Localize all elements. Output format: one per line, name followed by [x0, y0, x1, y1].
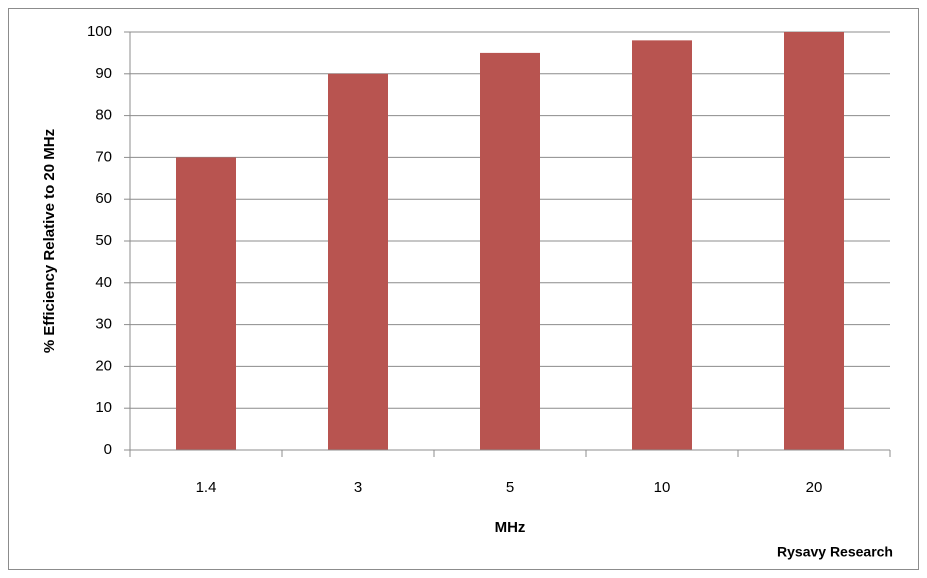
y-tick-label: 80 [95, 107, 112, 124]
y-tick-label: 50 [95, 232, 112, 249]
x-tick-label: 3 [354, 479, 362, 496]
bar [176, 157, 236, 450]
bar [480, 52, 540, 451]
annotation: Rysavy Research [777, 544, 893, 560]
x-axis-label: MHz [495, 519, 526, 536]
y-tick-label: 10 [95, 399, 112, 416]
y-tick-label: 60 [95, 190, 112, 207]
y-axis-label: % Efficiency Relative to 20 MHz [41, 129, 58, 353]
bar [632, 40, 692, 451]
y-tick-label: 90 [95, 65, 112, 82]
bar [328, 73, 388, 451]
y-tick-label: 40 [95, 274, 112, 291]
y-tick-label: 30 [95, 316, 112, 333]
x-tick-label: 10 [654, 479, 671, 496]
x-tick-label: 1.4 [196, 479, 217, 496]
chart-border [8, 8, 919, 570]
y-tick-label: 20 [95, 357, 112, 374]
y-tick-label: 70 [95, 148, 112, 165]
y-tick-label: 100 [87, 23, 112, 40]
y-tick-label: 0 [104, 441, 112, 458]
x-tick-label: 20 [806, 479, 823, 496]
x-tick-label: 5 [506, 479, 514, 496]
bar [784, 32, 844, 450]
